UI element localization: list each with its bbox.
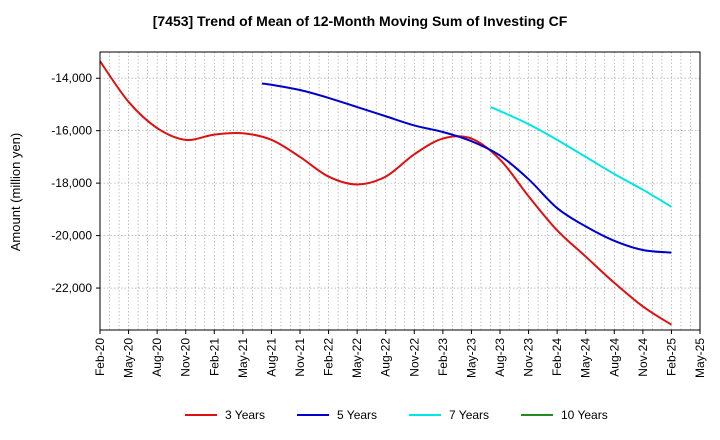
x-tick-label: Aug-21 [264, 338, 278, 377]
series-line-7-years [490, 106, 672, 208]
x-tick-label: Nov-20 [179, 338, 193, 377]
chart-title: [7453] Trend of Mean of 12-Month Moving … [153, 13, 568, 29]
x-tick-label: May-24 [579, 338, 593, 378]
legend-label-10-years: 10 Years [561, 408, 608, 422]
grid [100, 52, 700, 330]
x-tick-label: May-23 [464, 338, 478, 378]
series-lines [99, 60, 672, 326]
x-tick-label: Feb-20 [93, 338, 107, 376]
y-tick-label: -20,000 [51, 229, 92, 243]
x-tick-label: Nov-23 [522, 338, 536, 377]
x-axis-ticks: Feb-20 May-20 Aug-20 Nov-20 Feb-21 May-21 Aug-… [93, 330, 707, 378]
x-tick-label: May-21 [236, 338, 250, 378]
x-tick-label: Feb-25 [664, 338, 678, 376]
legend-label-7-years: 7 Years [449, 408, 489, 422]
series-line-3-years [99, 60, 672, 326]
series-line-5-years [261, 82, 672, 254]
x-tick-label: Feb-24 [550, 338, 564, 376]
y-tick-label: -22,000 [51, 281, 92, 295]
x-tick-label: Feb-23 [436, 338, 450, 376]
y-tick-label: -16,000 [51, 124, 92, 138]
y-axis-label: Amount (million yen) [8, 133, 23, 252]
y-axis-ticks: -14,000 -16,000 -18,000 -20,000 -22,000 [51, 71, 100, 295]
x-tick-label: Feb-22 [322, 338, 336, 376]
legend: 3 Years 5 Years 7 Years 10 Years [185, 408, 608, 422]
y-tick-label: -18,000 [51, 176, 92, 190]
plot-area [99, 51, 701, 331]
x-tick-label: Nov-21 [293, 338, 307, 377]
legend-label-5-years: 5 Years [337, 408, 377, 422]
x-tick-label: May-20 [122, 338, 136, 378]
x-tick-label: May-22 [350, 338, 364, 378]
y-tick-label: -14,000 [51, 71, 92, 85]
x-tick-label: Feb-21 [207, 338, 221, 376]
x-tick-label: Aug-23 [493, 338, 507, 377]
x-tick-label: Nov-24 [636, 338, 650, 377]
x-tick-label: Aug-24 [607, 338, 621, 377]
legend-label-3-years: 3 Years [225, 408, 265, 422]
x-tick-label: May-25 [693, 338, 707, 378]
x-tick-label: Nov-22 [407, 338, 421, 377]
x-tick-label: Aug-22 [379, 338, 393, 377]
x-tick-label: Aug-20 [150, 338, 164, 377]
